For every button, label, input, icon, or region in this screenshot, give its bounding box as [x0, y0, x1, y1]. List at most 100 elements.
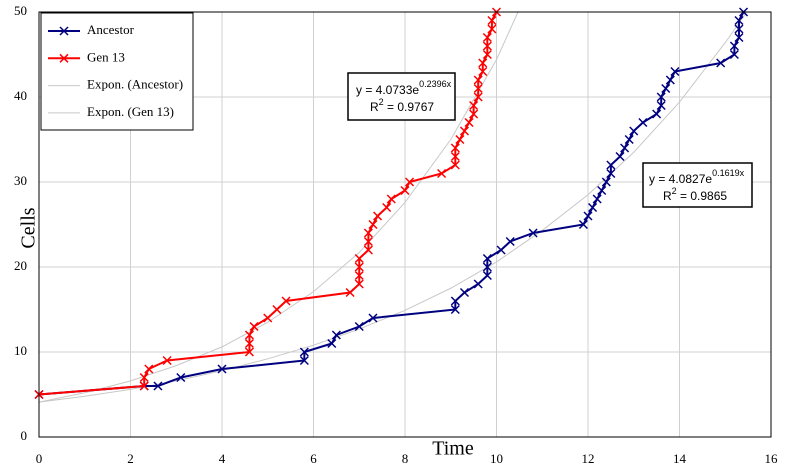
point	[606, 168, 616, 179]
point	[473, 92, 483, 102]
point	[354, 321, 364, 332]
point	[716, 58, 726, 68]
point	[354, 279, 364, 289]
point	[363, 245, 373, 255]
r2-value: = 0.9865	[677, 189, 728, 203]
point	[505, 236, 515, 247]
point	[734, 24, 744, 34]
y-tick-label: 0	[21, 428, 28, 443]
point	[729, 49, 739, 60]
point	[638, 117, 648, 128]
point	[450, 160, 460, 170]
y-tick-label: 50	[14, 3, 27, 18]
point	[656, 92, 666, 102]
point	[139, 372, 149, 383]
point	[670, 66, 680, 77]
x-tick-label: 10	[490, 451, 503, 466]
point	[656, 100, 666, 111]
y-tick-label: 20	[14, 258, 27, 273]
trendline	[38, 11, 519, 403]
series-line	[38, 11, 498, 396]
point	[299, 347, 309, 357]
point	[368, 219, 378, 230]
point	[405, 177, 415, 187]
point	[363, 228, 373, 238]
equation: y = 4.0827e0.1619x	[649, 168, 745, 186]
point	[382, 202, 392, 213]
point	[473, 75, 483, 85]
legend-label: Gen 13	[87, 49, 125, 64]
point	[386, 194, 396, 204]
annotation: y = 4.0827e0.1619x R2 = 0.9865	[642, 162, 753, 208]
plot-frame	[38, 11, 772, 438]
point	[450, 296, 460, 306]
x-tick-label: 14	[673, 451, 687, 466]
point	[496, 245, 506, 255]
point	[482, 253, 492, 264]
x-tick-label: 16	[765, 451, 779, 466]
point	[482, 41, 492, 51]
y-tick-label: 40	[14, 88, 27, 103]
point	[249, 321, 259, 332]
point	[578, 219, 588, 230]
point	[629, 126, 639, 136]
point	[620, 143, 630, 153]
x-tick-label: 0	[36, 451, 43, 466]
legend-marker	[59, 53, 69, 63]
point	[528, 228, 538, 238]
point	[139, 381, 149, 391]
point	[464, 117, 474, 128]
point	[450, 304, 460, 315]
r2-label: R	[663, 189, 672, 203]
point	[244, 330, 254, 340]
point	[299, 355, 309, 366]
point	[244, 338, 254, 349]
point	[624, 134, 634, 145]
point	[363, 236, 373, 247]
y-axis-title: Cells	[18, 207, 40, 248]
point	[729, 41, 739, 51]
point	[615, 151, 625, 162]
legend-label: Ancestor	[87, 22, 135, 37]
point	[450, 143, 460, 153]
point	[661, 83, 671, 94]
point	[217, 364, 227, 374]
point	[482, 262, 492, 272]
point	[469, 100, 479, 111]
point	[473, 279, 483, 289]
equation-text: y = 4.0733e	[356, 83, 419, 97]
point	[144, 364, 154, 374]
point	[153, 381, 163, 391]
x-tick-label: 4	[219, 451, 226, 466]
legend: Ancestor Gen 13 Expon. (Ancestor) Expon. (G…	[40, 12, 194, 131]
equation-exponent: 0.2396x	[419, 79, 452, 89]
point	[162, 355, 172, 366]
point	[601, 177, 611, 187]
point	[469, 109, 479, 119]
point	[272, 304, 282, 315]
point	[459, 126, 470, 136]
point	[450, 151, 460, 162]
point	[331, 330, 341, 340]
point	[281, 296, 291, 306]
point	[437, 168, 447, 179]
r2-power: 2	[379, 97, 384, 107]
point	[588, 202, 598, 213]
legend-marker	[59, 26, 69, 36]
point	[354, 262, 364, 272]
annotation: y = 4.0733e0.2396x R2 = 0.9767	[347, 72, 456, 121]
point	[354, 270, 364, 281]
x-axis-title: Time	[432, 438, 474, 460]
y-tick-label: 30	[14, 173, 27, 188]
legend-label: Expon. (Ancestor)	[87, 77, 183, 92]
equation-text: y = 4.0827e	[649, 172, 712, 186]
r2-label: R	[370, 100, 379, 114]
point	[482, 32, 492, 43]
point	[478, 58, 488, 68]
point	[665, 75, 675, 85]
equation-exponent: 0.1619x	[712, 168, 745, 178]
point	[482, 270, 492, 281]
y-tick-label: 10	[14, 343, 27, 358]
point	[597, 185, 607, 196]
